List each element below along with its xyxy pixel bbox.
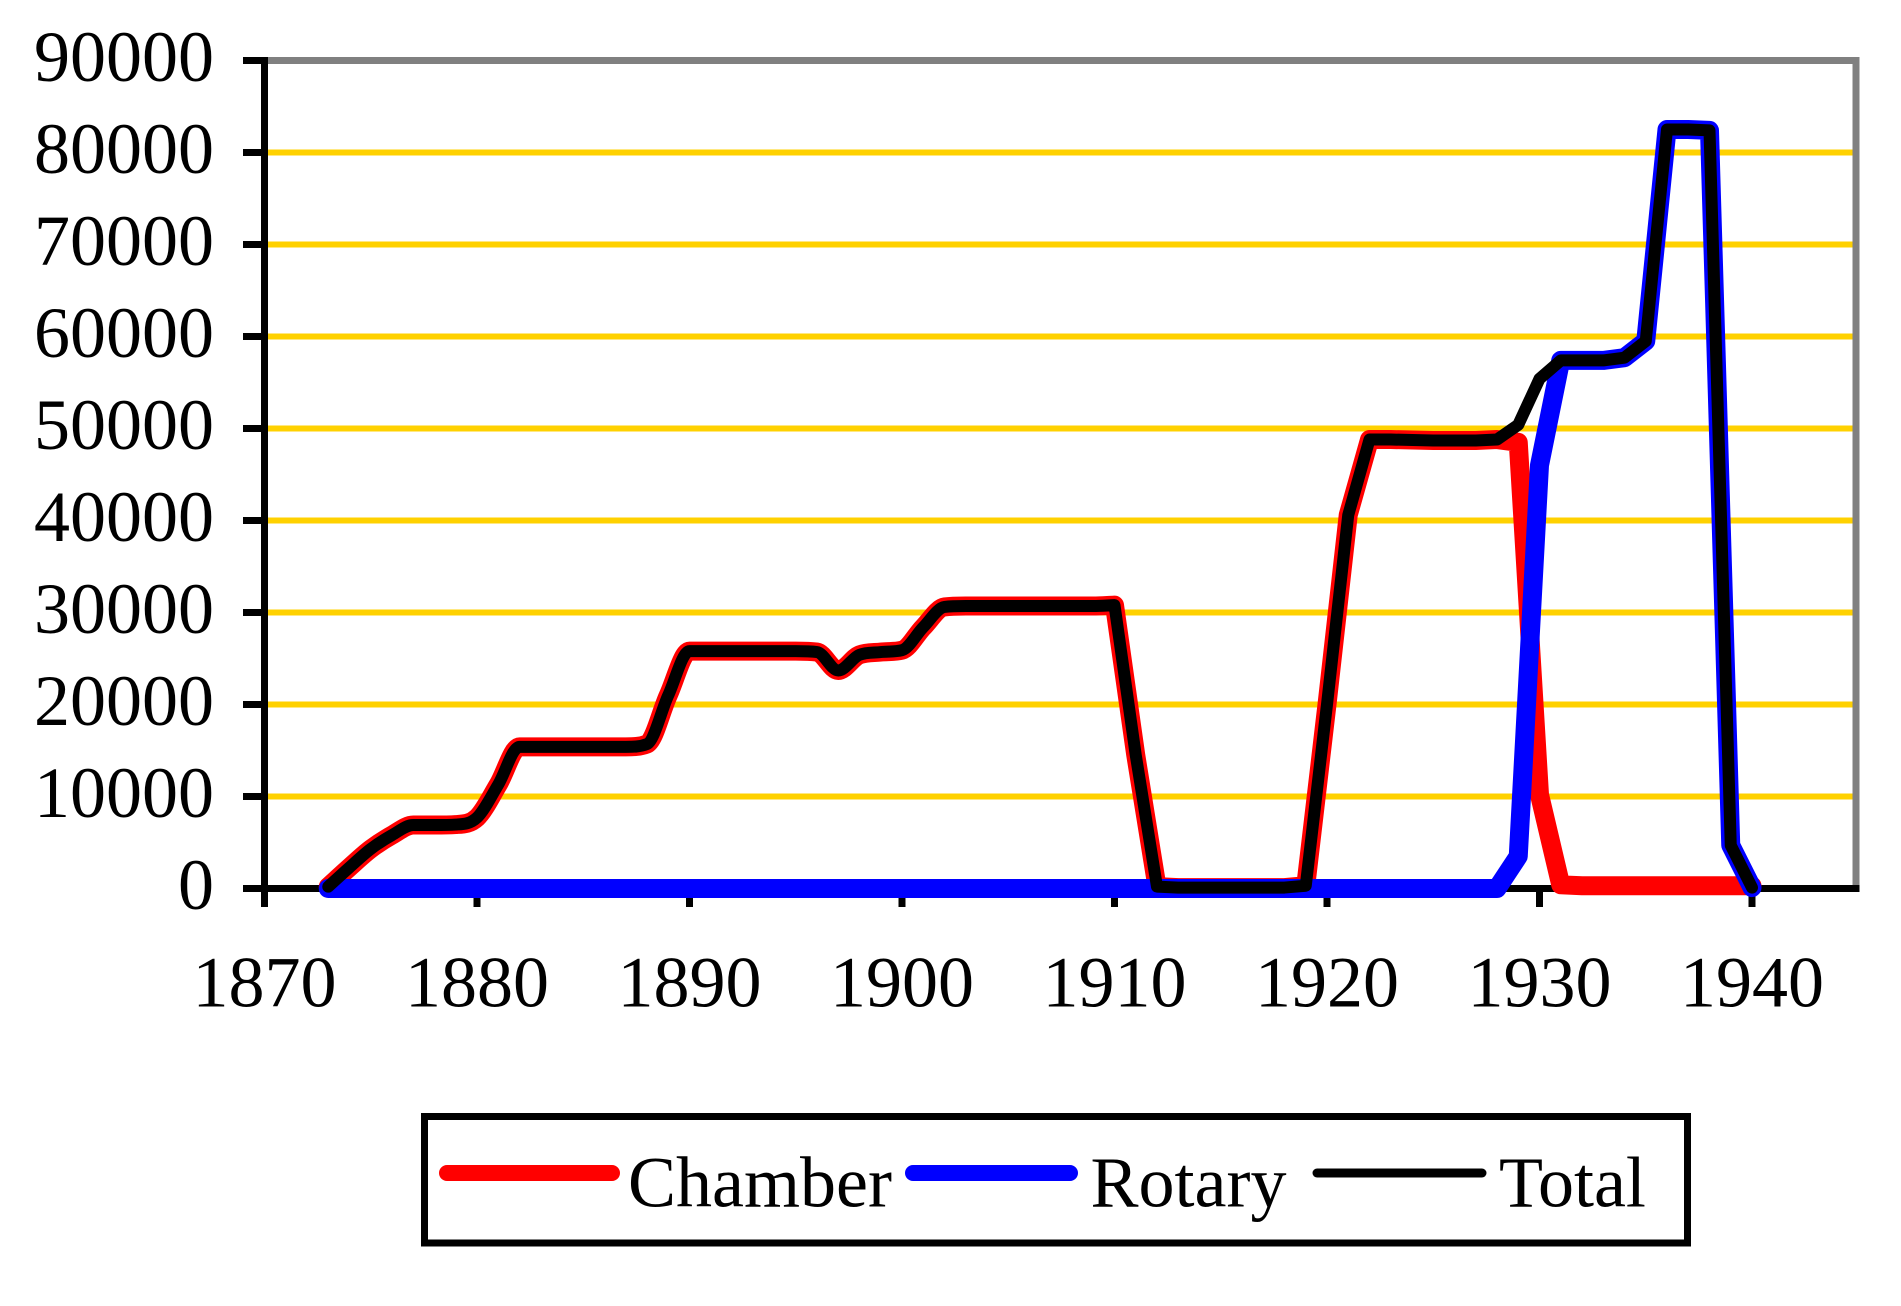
svg-text:50000: 50000 [34, 385, 214, 465]
svg-text:20000: 20000 [34, 661, 214, 741]
svg-text:10000: 10000 [34, 753, 214, 833]
svg-text:60000: 60000 [34, 293, 214, 373]
svg-text:30000: 30000 [34, 569, 214, 649]
svg-text:1900: 1900 [830, 943, 974, 1023]
svg-text:1870: 1870 [193, 943, 337, 1023]
svg-text:0: 0 [178, 845, 214, 925]
svg-text:Total: Total [1499, 1143, 1646, 1223]
svg-text:1880: 1880 [405, 943, 549, 1023]
svg-text:1920: 1920 [1255, 943, 1399, 1023]
svg-text:40000: 40000 [34, 477, 214, 557]
svg-text:1910: 1910 [1043, 943, 1187, 1023]
svg-text:1930: 1930 [1468, 943, 1612, 1023]
svg-text:Chamber: Chamber [628, 1143, 892, 1223]
svg-text:1940: 1940 [1680, 943, 1824, 1023]
svg-text:80000: 80000 [34, 109, 214, 189]
svg-text:1890: 1890 [618, 943, 762, 1023]
svg-text:Rotary: Rotary [1091, 1143, 1287, 1223]
svg-text:90000: 90000 [34, 17, 214, 97]
svg-text:70000: 70000 [34, 201, 214, 281]
